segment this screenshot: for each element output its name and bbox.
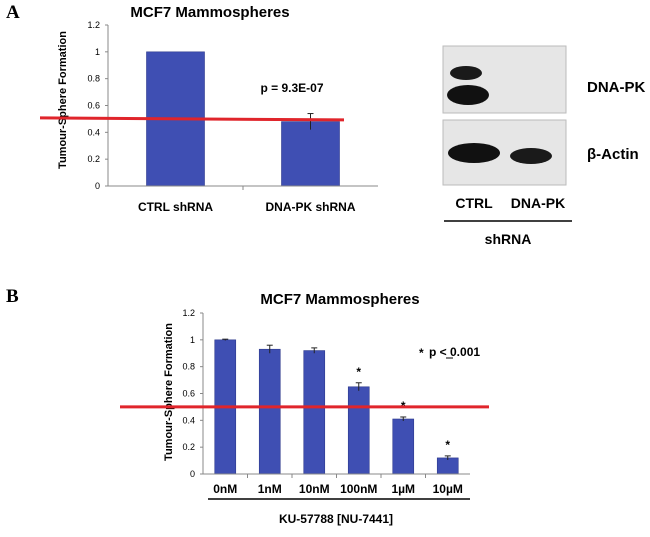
chartB-category-label: 100nM: [340, 482, 377, 496]
blot-band-actin-dnapk: [510, 148, 552, 164]
chart-a-title: MCF7 Mammospheres: [130, 4, 289, 21]
blot-row-label-actin: β-Actin: [587, 146, 639, 163]
chartB-ytick-label: 1.2: [182, 308, 195, 318]
chartB-bar: [392, 418, 415, 475]
chartB-bar: [303, 350, 326, 475]
blot-lane-dna-pk: DNA-PK: [511, 195, 565, 211]
chartA-ytick-label: 0.8: [87, 74, 100, 84]
chart-b-xlabel: KU-57788 [NU-7441]: [279, 512, 393, 526]
chartB-category-label: 10µM: [433, 482, 463, 496]
chartB-ytick-label: 0.4: [182, 415, 195, 425]
chart-b: MCF7 Mammospheres Tumour-Sphere Formatio…: [120, 291, 489, 526]
chartA-ytick-label: 0.6: [87, 101, 100, 111]
chartB-bar: [436, 457, 459, 475]
blot-band-dna-pk-upper: [450, 66, 482, 80]
blot-band-dna-pk-lower: [447, 85, 489, 105]
chartA-bar: [281, 121, 340, 187]
chartB-ytick-label: 0.2: [182, 442, 195, 452]
chartB-category-label: 1nM: [258, 482, 282, 496]
chartB-ytick-label: 0: [190, 469, 195, 479]
chartA-ytick-label: 0.2: [87, 154, 100, 164]
chartA-category-label: CTRL shRNA: [138, 200, 213, 214]
chartA-category-label: DNA-PK shRNA: [266, 200, 356, 214]
blot-lane-ctrl: CTRL: [455, 195, 493, 211]
western-blot: DNA-PK β-Actin CTRL DNA-PK shRNA: [442, 45, 645, 247]
chartB-category-label: 10nM: [299, 482, 330, 496]
chart-b-legend-text: p < 0.001: [429, 345, 480, 359]
chartB-bar: [258, 348, 281, 475]
chart-a: MCF7 Mammospheres Tumour-Sphere Formatio…: [40, 4, 378, 214]
panel-b-letter: B: [6, 286, 19, 307]
blot-band-actin-ctrl: [448, 143, 500, 163]
chartB-ytick-label: 0.6: [182, 389, 195, 399]
chart-b-title: MCF7 Mammospheres: [260, 291, 419, 308]
chartA-ytick-label: 1.2: [87, 20, 100, 30]
chart-a-ylabel: Tumour-Sphere Formation: [57, 31, 69, 169]
chartB-bar: [347, 386, 370, 475]
chartB-significance-star: *: [445, 438, 450, 452]
chartB-significance-star: *: [356, 365, 361, 379]
panel-a-letter: A: [6, 2, 20, 23]
chartA-ytick-label: 0.4: [87, 127, 100, 137]
blot-row-label-dna-pk: DNA-PK: [587, 79, 645, 96]
chart-a-threshold-line: [40, 116, 345, 122]
chartB-ytick-label: 0.8: [182, 362, 195, 372]
chartB-ytick-label: 1: [190, 335, 195, 345]
chart-a-pvalue: p = 9.3E-07: [260, 81, 323, 95]
blot-group-label: shRNA: [485, 231, 532, 247]
chart-b-legend-star: *: [419, 346, 424, 360]
chart-b-ylabel: Tumour-Sphere Formation: [163, 323, 175, 461]
chartB-category-label: 1µM: [391, 482, 415, 496]
chartB-category-label: 0nM: [213, 482, 237, 496]
chartA-ytick-label: 1: [95, 47, 100, 57]
chartA-ytick-label: 0: [95, 181, 100, 191]
